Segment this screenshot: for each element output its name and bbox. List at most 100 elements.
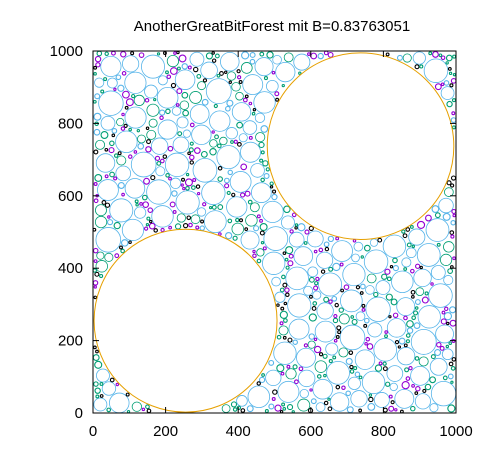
packing-circle [266, 79, 279, 93]
packing-circle [141, 54, 165, 79]
packing-circle [332, 317, 339, 324]
packing-circle [365, 296, 391, 322]
packing-circle [271, 276, 281, 287]
packing-circle [312, 378, 333, 400]
packing-circle [266, 51, 274, 59]
packing-circle [281, 402, 286, 407]
packing-circle [251, 182, 272, 203]
packing-circle [238, 133, 248, 143]
packing-circle [284, 287, 290, 293]
packing-circle [418, 356, 429, 367]
packing-circle [227, 218, 233, 224]
packing-circle [253, 91, 276, 114]
packing-circle [100, 89, 105, 94]
packing-circle [352, 239, 357, 243]
packing-circle [95, 227, 122, 253]
packing-circle [450, 175, 457, 181]
packing-circle [386, 276, 392, 282]
packing-circle [363, 317, 370, 324]
packing-circle [294, 379, 299, 385]
packing-circle [334, 302, 339, 308]
packing-circle [436, 242, 441, 247]
packing-circle [197, 81, 207, 91]
packing-circle [146, 179, 172, 205]
packing-circle [373, 392, 390, 408]
packing-circle [269, 185, 274, 189]
large-circle-1 [266, 52, 455, 240]
packing-circle [441, 348, 454, 361]
packing-circle [200, 150, 208, 158]
packing-circle [450, 78, 457, 84]
packing-circle [373, 291, 379, 298]
packing-circle [447, 67, 452, 71]
packing-circle [450, 366, 456, 371]
packing-circle [133, 206, 147, 219]
packing-circle [94, 55, 102, 63]
packing-circle [240, 163, 248, 171]
packing-circle [397, 345, 402, 349]
packing-circle [444, 187, 454, 197]
packing-circle [410, 405, 416, 412]
packing-circle [95, 349, 99, 354]
packing-circle [111, 50, 116, 56]
packing-circle [159, 109, 166, 116]
packing-circle [168, 225, 173, 230]
packing-circle [446, 100, 453, 108]
packing-circle [392, 265, 399, 272]
packing-circle [96, 251, 105, 260]
packing-circle [196, 191, 201, 196]
packing-circle [394, 340, 400, 345]
packing-circle [134, 199, 139, 204]
packing-circle [413, 268, 432, 288]
packing-circle [147, 207, 154, 213]
packing-circle [445, 344, 450, 349]
packing-circle [258, 376, 266, 384]
packing-circle [332, 355, 337, 360]
packing-circle [244, 94, 249, 99]
packing-circle [323, 241, 330, 248]
packing-circle [235, 91, 244, 101]
packing-circle [275, 61, 296, 83]
packing-circle [94, 215, 108, 229]
packing-circle [279, 321, 284, 326]
packing-circle [175, 190, 200, 215]
packing-circle [441, 310, 446, 315]
packing-circle [452, 72, 457, 77]
packing-circle [353, 366, 358, 371]
packing-circle [192, 157, 218, 183]
packing-circle [95, 260, 108, 273]
packing-circle [151, 137, 169, 155]
packing-circle [196, 207, 207, 217]
packing-circle [333, 313, 338, 319]
packing-circle [125, 392, 130, 397]
packing-circle [226, 99, 234, 107]
packing-circle [396, 54, 403, 61]
packing-circle [148, 118, 158, 128]
packing-circle [274, 291, 286, 303]
packing-circle [230, 401, 238, 408]
packing-circle [99, 381, 104, 386]
packing-circle [165, 70, 169, 75]
packing-circle [277, 380, 300, 403]
packing-circle [169, 177, 182, 189]
packing-circle [252, 249, 256, 254]
packing-circle [409, 225, 414, 229]
packing-circle [167, 145, 174, 152]
packing-circle [286, 403, 294, 411]
packing-circle [100, 115, 116, 131]
packing-circle [314, 360, 328, 373]
packing-circle [172, 136, 190, 154]
packing-circle [249, 202, 260, 213]
packing-circle [172, 210, 177, 214]
packing-circle [405, 339, 410, 344]
packing-circle [298, 366, 304, 372]
packing-circle [410, 268, 415, 274]
packing-circle [171, 106, 182, 116]
packing-circle [274, 404, 282, 412]
packing-circle [165, 108, 171, 115]
packing-circle [189, 154, 195, 161]
packing-circle [440, 82, 445, 87]
packing-circle [262, 246, 267, 251]
packing-circle [247, 385, 271, 408]
packing-circle [97, 179, 119, 201]
